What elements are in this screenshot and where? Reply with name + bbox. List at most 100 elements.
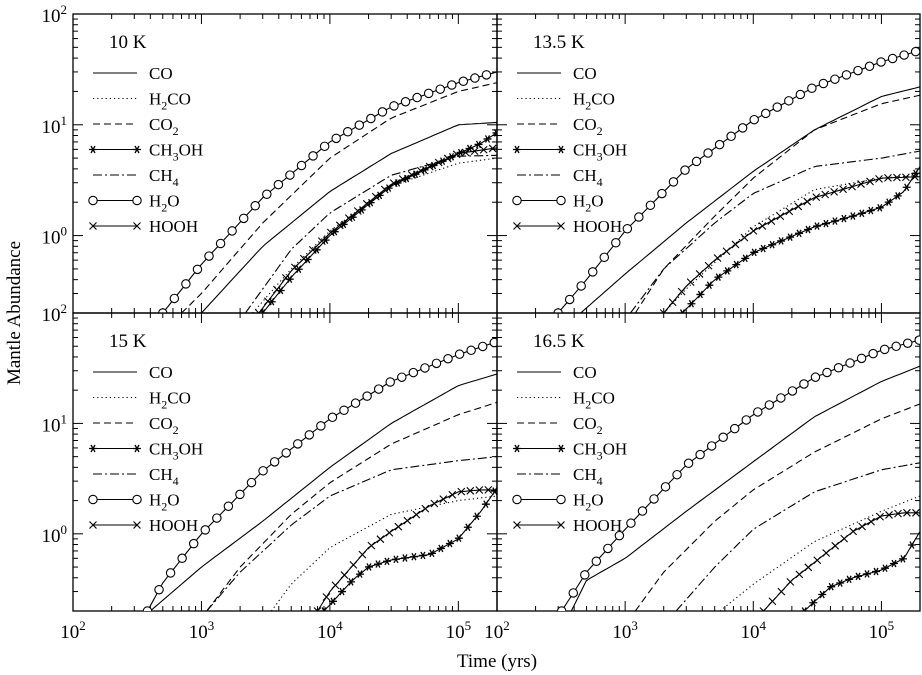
legend-marker [133,145,141,154]
ticks [496,312,921,612]
marker-h2o [165,568,176,578]
legend-label: CH3OH [573,141,627,164]
marker-h2o [833,363,844,373]
marker-h2o [331,133,341,144]
legend-label: H2O [573,192,604,215]
marker-hooh [385,528,394,537]
legend-marker [513,444,521,453]
marker-ch3oh [889,559,898,568]
marker-ch3oh [474,140,483,149]
x-tick-label: 102 [60,618,86,643]
marker-ch3oh [741,254,750,263]
legend-label: HOOH [149,217,198,236]
marker-h2o [350,398,361,408]
marker-hooh [416,166,425,175]
marker-hooh [358,550,367,559]
marker-ch3oh [696,290,705,299]
marker-hooh [876,512,884,521]
legend-marker [513,222,521,230]
legend-item-h2co: H2CO [93,389,191,412]
marker-hooh [910,172,919,181]
marker-hooh [394,522,403,531]
marker-hooh [254,309,263,313]
marker-hooh [389,179,398,188]
marker-hooh [812,193,821,202]
marker-hooh [322,593,331,601]
marker-hooh [434,158,443,167]
marker-h2o [366,113,376,124]
marker-h2o [177,553,187,564]
legend-item-co: CO [93,363,173,382]
marker-hooh [380,185,389,194]
marker-h2o [568,588,579,598]
marker-h2o [246,477,257,488]
marker-ch3oh [872,567,881,576]
legend-label: CH4 [149,465,179,488]
legend-label: CO [149,64,173,83]
marker-ch3oh [454,534,463,543]
marker-h2o [188,538,199,549]
marker-h2o [154,584,164,595]
marker-h2o [443,353,453,364]
legend-marker [88,195,98,206]
marker-hooh [317,237,326,245]
marker-ch3oh [804,225,813,234]
marker-h2o [204,251,214,261]
marker-hooh [340,571,349,579]
marker-h2o [435,84,445,94]
ticks [72,312,498,612]
legend-label: H2CO [573,90,615,113]
legend-label: CO2 [573,115,603,138]
marker-hooh [412,510,421,519]
series-line-ch3oh [323,487,497,611]
legend-item-hooh: HOOH [513,516,622,535]
legend-item-h2co: H2CO [517,90,615,113]
series-group [556,335,920,611]
legend-item-h2co: H2CO [93,90,191,113]
marker-h2o [887,53,898,64]
series-line-ch3oh [803,531,920,611]
marker-h2o [822,367,832,378]
marker-ch3oh [436,544,445,553]
marker-hooh [786,577,795,586]
legend-item-hooh: HOOH [89,516,198,535]
marker-h2o [258,466,268,476]
marker-hooh [875,174,883,183]
marker-hooh [902,173,910,182]
legend-item-co2: CO2 [517,115,603,138]
marker-ch3oh [786,233,795,241]
y-tick-label: 100 [42,522,68,547]
marker-h2o [212,513,222,523]
marker-h2o [354,120,365,130]
legend-marker [133,444,141,453]
legend-label: CO2 [149,414,179,437]
legend-item-co2: CO2 [93,414,179,437]
legend-label: HOOH [149,516,198,535]
x-axis-label: Time (yrs) [457,651,537,672]
series-line-h2o [561,339,920,611]
legend-marker [557,444,565,453]
marker-h2o [339,405,349,415]
marker-h2o [818,78,829,89]
marker-hooh [421,504,430,513]
legend-marker [557,145,565,154]
marker-h2o [902,338,913,348]
marker-ch3oh [481,500,490,509]
marker-h2o [853,65,863,76]
marker-ch3oh [714,273,723,281]
marker-hooh [858,522,866,531]
marker-h2o [626,518,636,528]
marker-hooh [344,214,353,223]
marker-ch3oh [490,487,497,495]
marker-h2o [787,386,798,396]
legend-label: CO [149,363,173,382]
marker-hooh [785,207,794,216]
series-line-ch4 [206,456,497,611]
marker-hooh [686,278,695,287]
marker-hooh [479,145,488,154]
marker-h2o [695,449,705,460]
legend-label: CO [573,363,597,382]
series-line-ch4 [244,154,497,313]
